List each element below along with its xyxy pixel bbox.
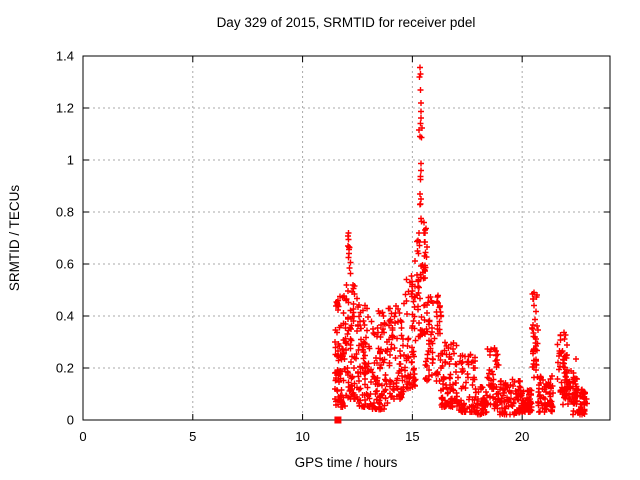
scatter-plus-markers: [332, 64, 590, 418]
x-tick-label: 20: [515, 429, 529, 444]
square-marker: [334, 416, 342, 424]
y-tick-label: 0.4: [56, 309, 74, 324]
x-tick-label: 10: [295, 429, 309, 444]
data-points: [332, 64, 590, 424]
plot-border-rect: [82, 55, 611, 421]
y-tick-label: 0.2: [56, 361, 74, 376]
x-tick-label: 5: [189, 429, 196, 444]
y-tick-label: 1.4: [56, 49, 74, 64]
y-tick-label: 1: [67, 153, 74, 168]
y-axis-label: SRMTID / TECUs: [7, 185, 22, 292]
tick-marks: [82, 55, 610, 421]
x-tick-label: 15: [405, 429, 419, 444]
plot-border: [82, 55, 611, 421]
y-tick-label: 0.6: [56, 257, 74, 272]
y-tick-label: 1.2: [56, 101, 74, 116]
tick-labels: 0 5 10 15 20 0 0.2 0.4 0.6 0.8 1 1.2 1.4: [56, 49, 529, 445]
y-tick-label: 0: [67, 413, 74, 428]
x-axis-label: GPS time / hours: [295, 455, 398, 470]
grid-lines: [83, 56, 610, 420]
chart-title: Day 329 of 2015, SRMTID for receiver pde…: [217, 15, 476, 30]
y-tick-label: 0.8: [56, 205, 74, 220]
x-tick-label: 0: [79, 429, 86, 444]
